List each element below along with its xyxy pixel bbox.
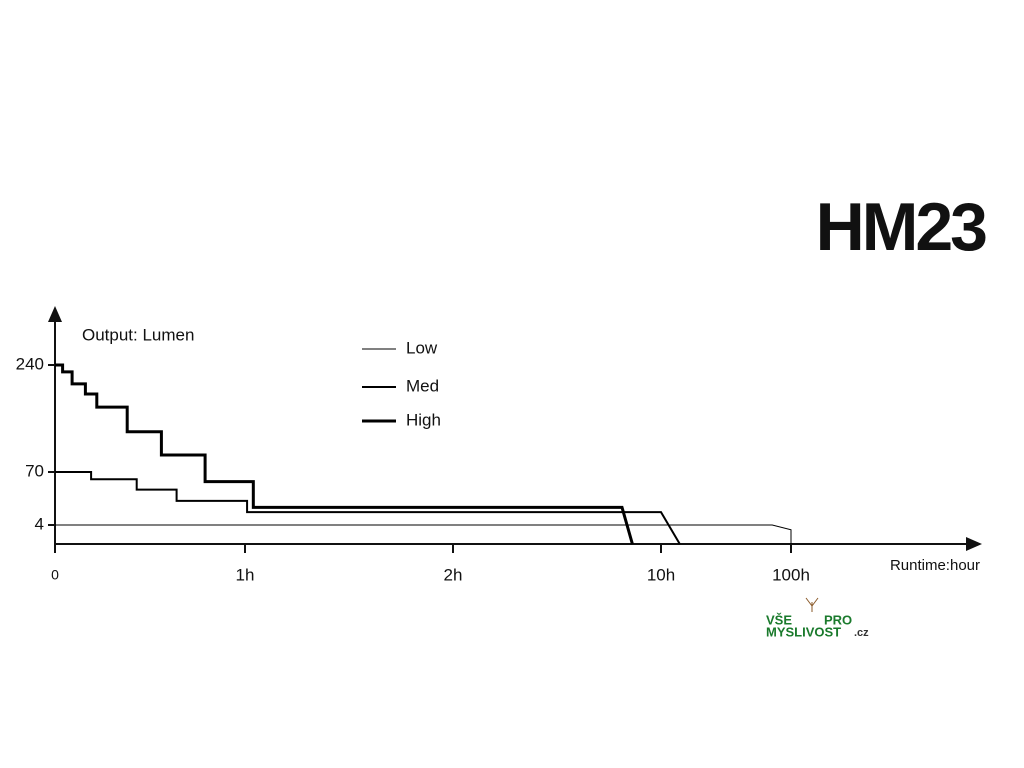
y-tick-label: 4	[35, 514, 44, 533]
y-tick-label: 70	[25, 461, 44, 480]
logo-text: MYSLIVOST	[766, 624, 841, 639]
x-tick-label: 100h	[772, 565, 810, 584]
series-line	[55, 524, 792, 544]
logo-text: .cz	[854, 627, 869, 639]
series-line	[55, 471, 681, 545]
x-tick-label: 2h	[444, 565, 463, 584]
logo-text: VŠE	[766, 612, 792, 627]
legend-label: Low	[406, 338, 438, 357]
chart-title: HM23	[816, 189, 987, 265]
x-tick-label: 0	[51, 567, 59, 583]
legend-label: Med	[406, 376, 439, 395]
y-tick-label: 240	[16, 354, 44, 373]
y-axis-label: Output: Lumen	[82, 325, 194, 344]
y-arrow	[48, 306, 62, 322]
legend-label: High	[406, 410, 441, 429]
x-tick-label: 1h	[236, 565, 255, 584]
series-line	[55, 363, 634, 545]
x-tick-label: 10h	[647, 565, 675, 584]
x-axis-label: Runtime:hour	[890, 557, 980, 574]
logo-text: PRO	[824, 612, 852, 627]
logo-deer	[805, 597, 819, 612]
x-arrow	[966, 537, 982, 551]
logo-box	[766, 613, 858, 639]
